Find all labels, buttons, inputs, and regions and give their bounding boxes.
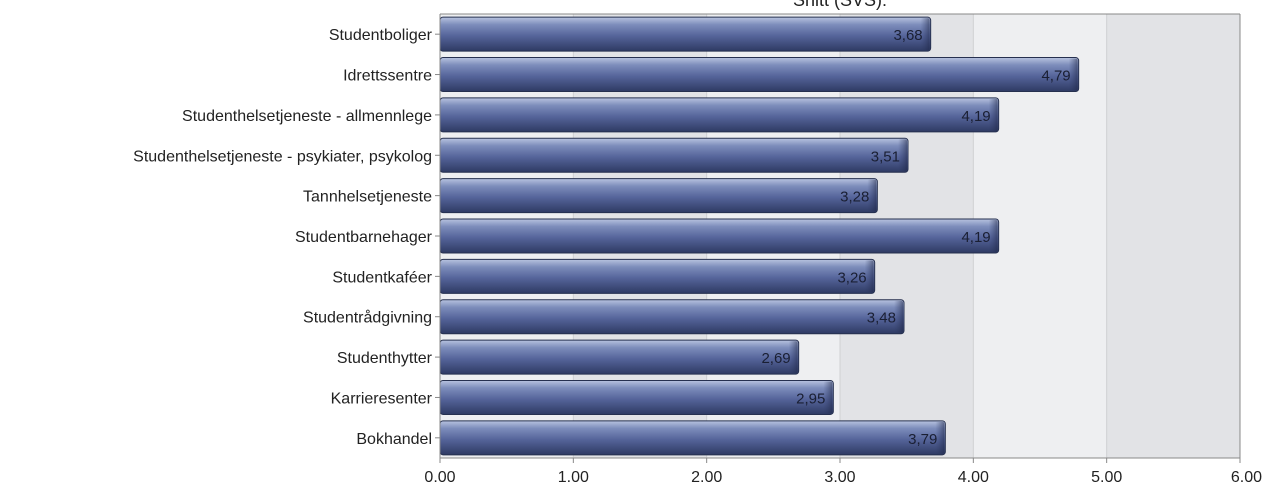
bar-value-label: 3,48	[867, 310, 896, 327]
bar	[439, 218, 1000, 254]
bar-end-shade	[867, 179, 877, 212]
category-labels: Studentboliger Idrettssentre Studenthelset…	[133, 27, 433, 448]
x-tick-label: 5.00	[1091, 469, 1122, 486]
x-tick-label: 1.00	[558, 469, 589, 486]
category-label: Bokhandel	[356, 431, 432, 448]
x-tick-label: 0.00	[424, 469, 455, 486]
category-label: Studenthytter	[337, 350, 433, 367]
bar	[439, 339, 800, 375]
category-label: Karrieresenter	[331, 390, 433, 407]
chart-title: Snitt (SVS):	[793, 0, 887, 10]
bar-end-shade	[898, 139, 907, 172]
bar-value-label: 3,79	[908, 431, 937, 448]
x-tick-label: 6.00	[1231, 469, 1262, 486]
bar-end-shade	[988, 98, 998, 131]
bar-end-shade	[920, 18, 930, 51]
bar-value-label: 4,19	[961, 108, 990, 125]
bar	[439, 258, 876, 294]
bar	[439, 178, 878, 214]
bar-end-shade	[988, 220, 998, 252]
bar	[439, 299, 905, 335]
bar	[439, 97, 1000, 133]
bar-end-shade	[1068, 58, 1078, 91]
bar-end-shade	[935, 421, 945, 454]
bar-end-shade	[864, 260, 874, 293]
category-label: Studentrådgivning	[303, 309, 432, 327]
bars: 3,68 4,79 4,19 3,51 3,28 4,19 3,26 3,48 2,69 2,95…	[439, 16, 1080, 456]
bar	[439, 137, 909, 173]
bar-end-shade	[823, 381, 833, 414]
bar-value-label: 4,79	[1041, 68, 1070, 85]
category-label: Idrettssentre	[343, 68, 432, 85]
bar-end-shade	[894, 300, 903, 333]
category-label: Studentboliger	[329, 27, 433, 44]
category-label: Studentbarnehager	[295, 229, 433, 246]
bar	[439, 379, 834, 415]
category-label: Tannhelsetjeneste	[303, 189, 432, 206]
bar-value-label: 2,95	[796, 390, 825, 407]
plot-band	[1106, 14, 1240, 458]
x-tick-label: 4.00	[958, 469, 989, 486]
bar-value-label: 4,19	[961, 229, 990, 246]
category-label: Studenthelsetjeneste - allmennlege	[182, 108, 432, 125]
category-label: Studenthelsetjeneste - psykiater, psykol…	[133, 148, 432, 165]
category-label: Studentkaféer	[332, 269, 432, 286]
x-tick-labels: 0.00 1.00 2.00 3.00 4.00 5.00 6.00	[424, 469, 1262, 486]
bar-end-shade	[788, 341, 798, 374]
bar-value-label: 3,28	[840, 189, 869, 206]
x-tick-label: 2.00	[691, 469, 722, 486]
x-tick-label: 3.00	[824, 469, 855, 486]
bar-value-label: 3,68	[893, 27, 922, 44]
axes	[435, 13, 1241, 463]
bar	[439, 420, 946, 456]
bar	[439, 57, 1080, 93]
bar-value-label: 3,26	[837, 269, 866, 286]
bar-value-label: 2,69	[761, 350, 790, 367]
bar	[439, 16, 932, 52]
bar-value-label: 3,51	[871, 148, 900, 165]
